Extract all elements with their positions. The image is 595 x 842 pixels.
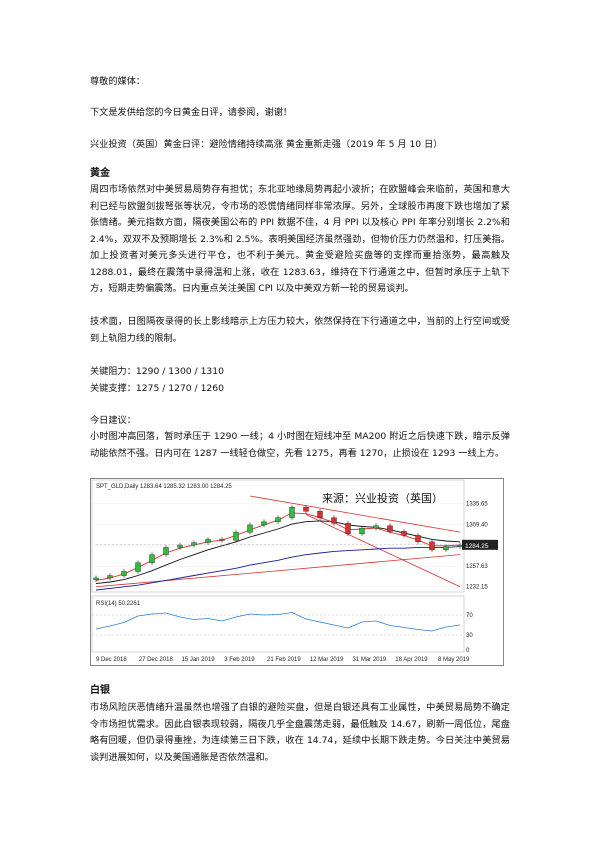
- x-tick-label: 31 Mar 2019: [353, 657, 387, 663]
- gold-heading: 黄金: [90, 168, 110, 179]
- report-title: 兴业投资（英国）黄金日评：避险情绪持续高涨 黄金重新走强（2019 年 5 月 …: [90, 139, 443, 150]
- candle-body: [191, 542, 197, 546]
- key-support: 关键支撑：1275 / 1270 / 1260: [90, 383, 224, 394]
- chart-header: SPT_GLD,Daily 1283.64 1285.32 1283.00 12…: [96, 484, 232, 490]
- candle-body: [93, 577, 99, 580]
- x-tick-label: 3 Feb 2019: [224, 657, 255, 663]
- candle-body: [373, 525, 379, 529]
- gold-technical-paragraph: 技术面，日图隔夜录得的长上影线暗示上方压力较大，依然保持在下行通道之中，当前的上…: [90, 316, 510, 344]
- rsi-line: [95, 612, 461, 632]
- current-price-box: [462, 539, 498, 550]
- candle-body: [219, 539, 225, 541]
- x-tick-label: 21 Feb 2019: [267, 657, 301, 663]
- channel-lower-line: [95, 554, 461, 588]
- candle-body: [429, 541, 435, 551]
- candle-body: [205, 539, 211, 543]
- intro-line: 下文是发供给您的今日黄金日评，请参阅，谢谢！: [90, 107, 293, 118]
- greeting: 尊敬的媒体：: [90, 76, 146, 87]
- candle-body: [317, 511, 323, 518]
- candle-body: [163, 547, 169, 555]
- x-tick-label: 18 Apr 2019: [395, 657, 428, 663]
- chart-watermark: 来源：兴业投资（英国）: [322, 491, 443, 505]
- rsi-tick-label: 0: [466, 648, 470, 654]
- candle-body: [457, 544, 463, 547]
- y-tick-label: 1257.63: [466, 564, 488, 570]
- y-tick-label: 1232.15: [466, 585, 488, 591]
- candle-body: [247, 524, 253, 533]
- channel-upper-line: [249, 495, 461, 533]
- candle-body: [345, 523, 351, 534]
- x-tick-label: 27 Dec 2018: [139, 657, 174, 663]
- rsi-panel: [91, 595, 465, 653]
- candle-body: [387, 525, 393, 532]
- candle-body: [275, 517, 281, 522]
- candle-body: [261, 521, 267, 526]
- y-tick-label: 1309.40: [466, 523, 488, 529]
- candle-body: [135, 562, 141, 572]
- current-price-label: 1284.25: [465, 543, 489, 550]
- advice-heading: 今日建议：: [90, 415, 136, 426]
- ma-slow-line: [95, 546, 461, 591]
- y-tick-label: 1335.65: [466, 502, 488, 508]
- candle-body: [443, 546, 449, 551]
- rsi-tick-label: 70: [466, 613, 473, 619]
- key-resistance: 关键阻力：1290 / 1300 / 1310: [90, 366, 224, 377]
- candle-body: [415, 535, 421, 543]
- price-panel: [91, 479, 465, 593]
- x-tick-label: 8 May 2019: [438, 657, 470, 663]
- candle-body: [121, 571, 127, 576]
- silver-heading: 白银: [90, 685, 110, 696]
- x-tick-label: 9 Dec 2018: [96, 657, 127, 663]
- ma-mid-line: [95, 520, 461, 585]
- candle-body: [401, 531, 407, 536]
- candle-body: [233, 531, 239, 541]
- advice-paragraph: 小时图冲高回落，暂时承压于 1290 一线；4 小时图在短线冲至 MA200 附…: [90, 431, 510, 459]
- rsi-tick-label: 30: [466, 633, 473, 639]
- x-tick-label: 15 Jan 2019: [182, 657, 216, 663]
- silver-paragraph: 市场风险厌恶情绪升温虽然也增强了白银的避险买盘，但是白银还具有工业属性，中美贸易…: [90, 702, 510, 763]
- x-tick-label: 12 Mar 2019: [310, 657, 344, 663]
- rsi-label: RSI(14) 50.2261: [96, 601, 141, 607]
- candle-body: [177, 544, 183, 548]
- candle-body: [149, 554, 155, 563]
- gold-analysis-paragraph: 周四市场依然对中美贸易局势存有担忧；东北亚地缘局势再起小波折；在欧盟峰会来临前，…: [90, 184, 510, 294]
- candle-body: [359, 527, 365, 534]
- candle-body: [107, 575, 113, 579]
- candle-body: [303, 507, 309, 512]
- channel-mid-line: [305, 514, 461, 588]
- candle-body: [331, 517, 337, 524]
- gold-price-chart: SPT_GLD,Daily 1283.64 1285.32 1283.00 12…: [90, 478, 504, 666]
- candle-body: [289, 507, 295, 518]
